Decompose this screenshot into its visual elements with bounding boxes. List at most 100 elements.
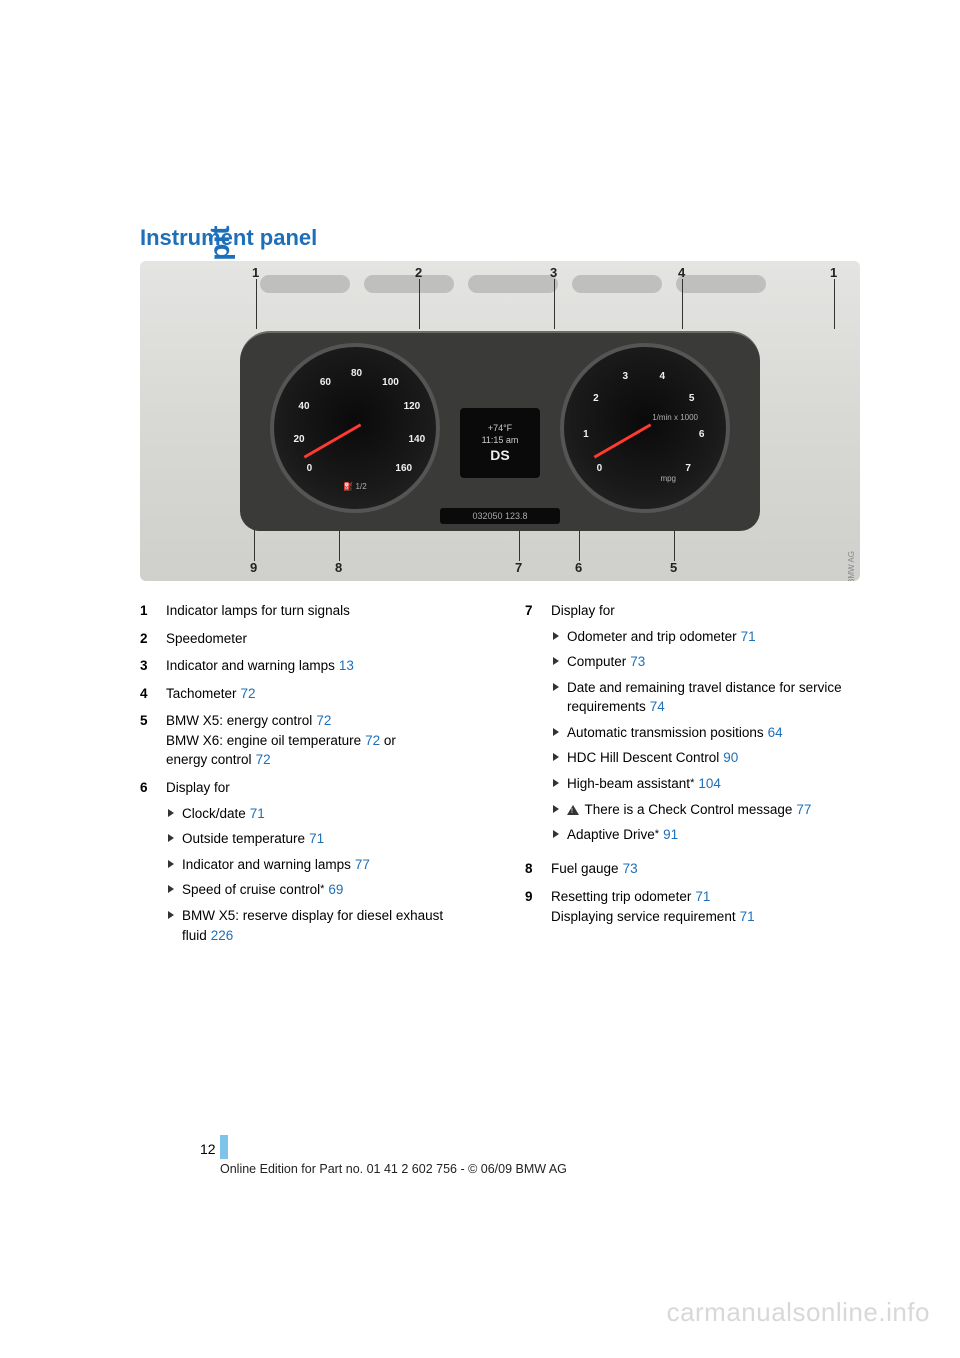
page-ref[interactable]: 72 [365, 733, 380, 748]
legend-text: Tachometer [166, 686, 237, 701]
sub-item-text: Indicator and warning lamps77 [182, 855, 370, 875]
sub-item-text: High-beam assistant*104 [567, 774, 721, 794]
legend-item-number: 1 [140, 601, 154, 621]
center-temp: +74°F [460, 423, 540, 433]
legend-item-number: 9 [525, 887, 539, 926]
speedo-needle [304, 423, 362, 458]
page-ref[interactable]: 71 [740, 909, 755, 924]
callout-leader [554, 279, 555, 329]
gauge-tick-number: 1 [583, 429, 589, 440]
triangle-bullet-icon [553, 728, 559, 736]
legend-item-body: Tachometer 72 [166, 684, 485, 704]
page-ref[interactable]: 71 [695, 889, 710, 904]
speedometer-gauge: 020406080100120140160 ⛽ 1/2 [270, 343, 440, 513]
callout-leader [682, 279, 683, 329]
page-number-bar [220, 1135, 228, 1159]
figure-copyright: © BMW AG [847, 551, 856, 581]
legend-text: Display for [551, 603, 615, 618]
odometer-strip: 032050 123.8 [440, 508, 560, 524]
triangle-bullet-icon [168, 911, 174, 919]
callout-label: 6 [575, 560, 582, 575]
legend-line: Resetting trip odometer71 [551, 887, 870, 907]
legend-item-body: Resetting trip odometer71Displaying serv… [551, 887, 870, 926]
page-ref[interactable]: 69 [328, 882, 343, 897]
callout-label: 9 [250, 560, 257, 575]
legend-line: BMW X5: energy control72 [166, 711, 485, 731]
sub-item-text: Speed of cruise control*69 [182, 880, 343, 900]
legend-item: 9 Resetting trip odometer71Displaying ser… [525, 887, 870, 926]
callout-label: 7 [515, 560, 522, 575]
legend-text: Display for [166, 780, 230, 795]
legend-line: BMW X6: engine oil temperature72 or [166, 731, 485, 751]
page-ref[interactable]: 77 [355, 857, 370, 872]
legend-item-number: 2 [140, 629, 154, 649]
page-ref[interactable]: 64 [768, 725, 783, 740]
sub-item: Computer73 [551, 652, 870, 672]
sub-item: BMW X5: reserve display for diesel exhau… [166, 906, 485, 945]
page-ref[interactable]: 90 [723, 750, 738, 765]
legend-item-number: 6 [140, 778, 154, 951]
gauge-tick-number: 60 [320, 377, 331, 388]
legend-item: 3Indicator and warning lamps13 [140, 656, 485, 676]
page-ref[interactable]: 73 [630, 654, 645, 669]
legend-item: 1 Indicator lamps for turn signals [140, 601, 485, 621]
section-title: Instrument panel [140, 225, 870, 251]
page-ref[interactable]: 77 [796, 802, 811, 817]
page-ref[interactable]: 13 [339, 658, 354, 673]
page-ref[interactable]: 72 [256, 752, 271, 767]
sub-item: Automatic transmission positions64 [551, 723, 870, 743]
legend-item-body: Fuel gauge 73 [551, 859, 870, 879]
page-ref[interactable]: 74 [650, 699, 665, 714]
triangle-bullet-icon [168, 860, 174, 868]
vent [364, 275, 454, 293]
page-ref[interactable]: 73 [623, 861, 638, 876]
sub-item: Speed of cruise control*69 [166, 880, 485, 900]
page-ref[interactable]: 72 [241, 686, 256, 701]
page-number: 12 [200, 1141, 220, 1159]
sub-item-text: There is a Check Control message77 [567, 800, 811, 820]
sub-item: Date and remaining travel distance for s… [551, 678, 870, 717]
page-ref[interactable]: 71 [309, 831, 324, 846]
page-ref[interactable]: 71 [250, 806, 265, 821]
callout-label: 4 [678, 265, 685, 280]
gauge-tick-number: 140 [409, 434, 426, 445]
callout-label: 2 [415, 265, 422, 280]
callout-label: 3 [550, 265, 557, 280]
gauge-tick-number: 6 [699, 429, 705, 440]
page-ref[interactable]: 72 [316, 713, 331, 728]
triangle-bullet-icon [553, 632, 559, 640]
page-ref[interactable]: 91 [663, 827, 678, 842]
watermark: carmanualsonline.info [667, 1297, 930, 1328]
callout-label: 1 [830, 265, 837, 280]
legend-text: Fuel gauge [551, 861, 619, 876]
page-ref[interactable]: 226 [211, 928, 234, 943]
gauge-tick-number: 5 [689, 393, 695, 404]
legend-columns: 1Indicator lamps for turn signals2Speedo… [140, 601, 870, 959]
page-ref[interactable]: 104 [698, 776, 721, 791]
vent-row [260, 275, 766, 293]
triangle-bullet-icon [168, 885, 174, 893]
asterisk-icon: * [320, 883, 324, 895]
legend-item-number: 7 [525, 601, 539, 851]
center-info-display: +74°F 11:15 am DS [460, 408, 540, 478]
callout-leader [419, 279, 420, 329]
legend-item-number: 8 [525, 859, 539, 879]
triangle-bullet-icon [553, 683, 559, 691]
legend-item: 8 Fuel gauge 73 [525, 859, 870, 879]
gauge-tick-number: 100 [382, 377, 399, 388]
sub-item-text: BMW X5: reserve display for diesel exhau… [182, 906, 485, 945]
legend-text: Indicator and warning lamps [166, 658, 335, 673]
sub-item-text: HDC Hill Descent Control90 [567, 748, 738, 768]
center-time: 11:15 am [460, 435, 540, 445]
mpg-label: mpg [660, 474, 676, 483]
triangle-bullet-icon [553, 753, 559, 761]
gauge-tick-number: 4 [659, 371, 665, 382]
legend-item-number: 5 [140, 711, 154, 770]
gauge-tick-number: 20 [293, 434, 304, 445]
sub-item-text: Automatic transmission positions64 [567, 723, 783, 743]
page-ref[interactable]: 71 [741, 629, 756, 644]
sub-item: Adaptive Drive*91 [551, 825, 870, 845]
vent [260, 275, 350, 293]
legend-item-body: Indicator lamps for turn signals [166, 601, 485, 621]
sub-item: Indicator and warning lamps77 [166, 855, 485, 875]
